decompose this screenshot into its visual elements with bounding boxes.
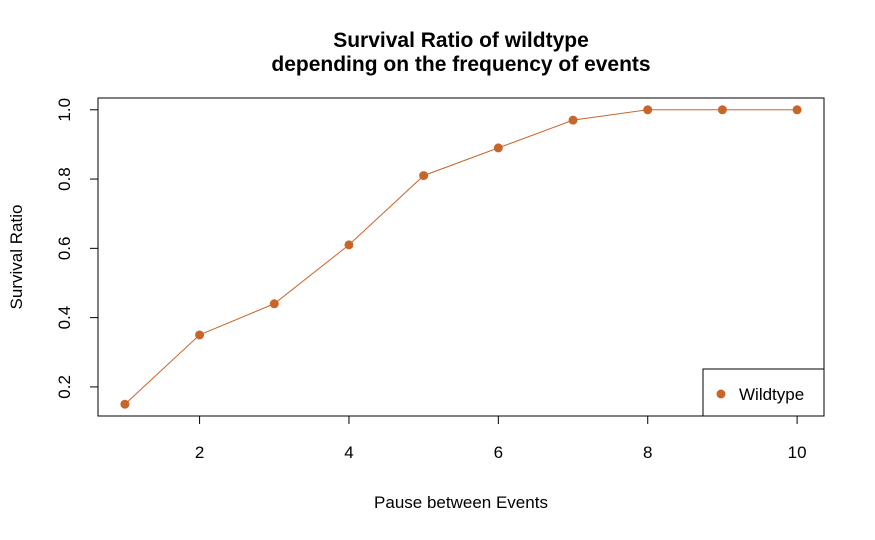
data-point: [792, 105, 802, 115]
y-tick-label: 0.2: [55, 375, 74, 399]
data-point: [344, 240, 354, 250]
data-point: [120, 399, 130, 409]
x-axis: 2 4 6 8 10: [195, 415, 807, 462]
series-layer: [120, 105, 802, 409]
legend-marker: [716, 389, 726, 399]
data-point: [717, 105, 727, 115]
legend: Wildtype: [702, 368, 825, 417]
data-point: [195, 330, 205, 340]
data-point: [493, 143, 503, 153]
y-tick-label: 0.4: [55, 306, 74, 330]
x-tick-label: 4: [344, 443, 353, 462]
y-axis: 0.2 0.4 0.6 0.8 1.0: [55, 98, 99, 399]
legend-label-wildtype: Wildtype: [739, 385, 804, 404]
x-tick-label: 10: [788, 443, 807, 462]
y-axis-label: Survival Ratio: [7, 205, 26, 310]
data-point: [419, 171, 429, 181]
data-point: [269, 299, 279, 309]
y-tick-label: 1.0: [55, 98, 74, 122]
chart-title-line-1: Survival Ratio of wildtype: [333, 29, 589, 52]
data-point: [643, 105, 653, 115]
chart-title-line-2: depending on the frequency of events: [271, 53, 650, 76]
y-tick-label: 0.8: [55, 167, 74, 191]
x-axis-label: Pause between Events: [374, 493, 548, 512]
data-point: [568, 115, 578, 125]
y-tick-label: 0.6: [55, 237, 74, 261]
plot-area-box: [97, 97, 825, 417]
x-tick-label: 2: [195, 443, 204, 462]
x-tick-label: 8: [643, 443, 652, 462]
x-tick-label: 6: [494, 443, 503, 462]
series-line-wildtype: [124, 109, 798, 405]
